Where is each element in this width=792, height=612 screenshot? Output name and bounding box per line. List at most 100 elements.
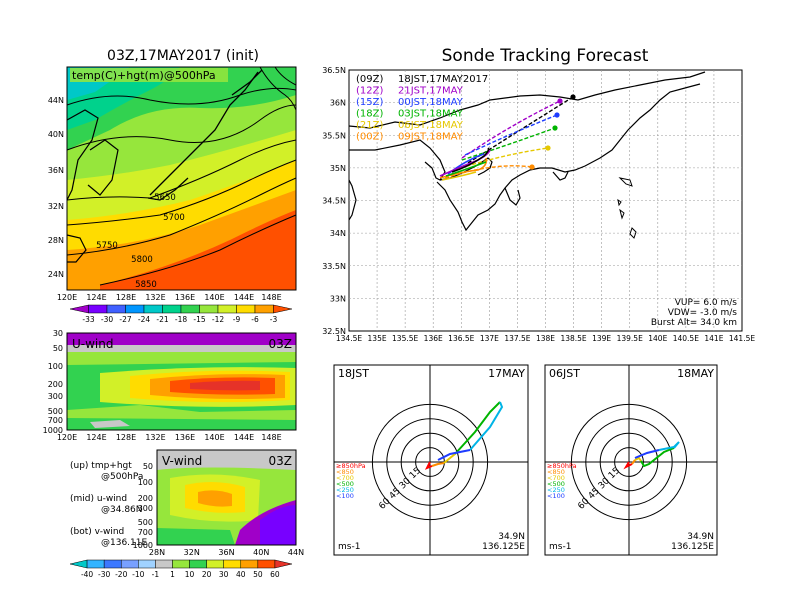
- lon-tick: 136E: [175, 433, 195, 442]
- colorbar-tick: 10: [185, 570, 195, 579]
- tracking-lat-ticks: 36.5N 36N 35.5N 35N 34.5N 34N 33.5N 33N 32.5N: [322, 66, 346, 336]
- lon-tick: 124E: [86, 293, 106, 302]
- hodo-unit: ms-1: [549, 542, 571, 552]
- contour-label: 5750: [96, 241, 118, 251]
- colorbar-cell: [69, 559, 88, 569]
- colorbar-cell: [223, 559, 242, 569]
- hodograph-frame: [544, 364, 718, 556]
- lon-tick: 141.5E: [729, 334, 755, 343]
- pressure-tick: 200: [138, 494, 153, 503]
- pressure-tick: 1000: [43, 426, 63, 435]
- hodograph-trace: [431, 462, 445, 467]
- colorbar-cell: [106, 304, 126, 314]
- contour-label: 5800: [131, 255, 153, 265]
- pressure-tick: 200: [48, 380, 63, 389]
- lon-tick: 136E: [424, 334, 443, 343]
- colorbar-cell: [155, 559, 173, 569]
- colorbar-cell: [143, 304, 163, 314]
- colorbar-cell: [172, 559, 190, 569]
- tracking-legend: (09Z) 18JST,17MAY2017 (12Z) 21JST,17MAY (15Z…: [356, 74, 488, 143]
- pressure-tick: 50: [143, 462, 153, 471]
- left-map-title: 03Z,17MAY2017 (init): [107, 48, 259, 64]
- hodograph-trace: [631, 459, 636, 465]
- lon-tick: 136.5E: [448, 334, 474, 343]
- colorbar-cell: [206, 559, 224, 569]
- hodo-lat: 34.9N: [498, 532, 525, 542]
- hodograph-frame: [333, 364, 529, 556]
- pressure-tick: 500: [48, 407, 63, 416]
- legend-text: 03JST,18MAY: [398, 109, 464, 120]
- lon-tick: 128E: [116, 293, 136, 302]
- lat-tick: 36N: [330, 99, 346, 108]
- hodograph-trace: [634, 456, 642, 462]
- uwind-panel: [66, 332, 297, 431]
- lon-tick: 141E: [704, 334, 723, 343]
- hodo-time: 18JST: [338, 367, 369, 380]
- pressure-tick: 50: [53, 344, 63, 353]
- colorbar-cell: [103, 559, 122, 569]
- pressure-tick: 100: [48, 362, 63, 371]
- colorbar-cell: [125, 304, 145, 314]
- colorbar-cell: [138, 559, 156, 569]
- lat-tick: 35.5N: [322, 131, 346, 140]
- lat-tick: 32N: [48, 202, 64, 211]
- colorbar-cell: [162, 304, 182, 314]
- lat-tick: 40N: [48, 130, 64, 139]
- legend-code: (12Z): [356, 86, 383, 97]
- pressure-tick: 1000: [133, 541, 153, 550]
- map-label: temp(C)+hgt(m)@500hPa: [72, 69, 216, 82]
- contour-labels: 5650 5700 5750 5800 5850: [96, 193, 185, 290]
- colorbar-tick: -12: [212, 315, 224, 324]
- lon-tick: 132E: [145, 433, 165, 442]
- temp-map-panel: [66, 66, 297, 291]
- legend-code: (15Z): [356, 97, 383, 108]
- lon-tick: 144E: [234, 433, 254, 442]
- colorbar-tick: -9: [233, 315, 241, 324]
- legend-text: 18JST,17MAY2017: [398, 74, 488, 85]
- left-lat-ticks: 44N 40N 36N 32N 28N 24N: [48, 96, 64, 279]
- legend-text: 06JST,18MAY: [398, 120, 464, 131]
- vwind-panel: [156, 449, 297, 546]
- lon-tick: 135E: [368, 334, 387, 343]
- hodo-legend-item: <700: [547, 474, 565, 482]
- colorbar-tick: -21: [156, 315, 168, 324]
- tracking-title: Sonde Tracking Forecast: [442, 46, 649, 66]
- lon-tick: 140.5E: [673, 334, 699, 343]
- tracking-map: [348, 69, 743, 332]
- pressure-tick: 700: [48, 416, 63, 425]
- colorbar-tick: -27: [119, 315, 131, 324]
- colorbar-tick: -1: [152, 570, 160, 579]
- hodo-legend-item: <850: [336, 468, 354, 476]
- lon-tick: 138.5E: [560, 334, 586, 343]
- lat-tick: 44N: [288, 548, 304, 557]
- uwind-time: 03Z: [269, 337, 293, 351]
- hodograph-trace: [443, 453, 456, 464]
- lat-tick: 36.5N: [322, 66, 346, 75]
- lat-tick: 34.5N: [322, 197, 346, 206]
- param-line: VUP= 6.0 m/s: [675, 298, 738, 308]
- colorbar-cell: [189, 559, 207, 569]
- hodograph-trace: [640, 447, 675, 468]
- colorbar-cell: [180, 304, 200, 314]
- colorbar-tick: 20: [202, 570, 212, 579]
- lat-tick: 32N: [184, 548, 200, 557]
- lon-tick: 137E: [480, 334, 499, 343]
- contour-label: 5850: [135, 280, 157, 290]
- colorbar-tick: -20: [115, 570, 127, 579]
- colorbar-cell: [120, 559, 139, 569]
- lon-tick: 139.5E: [617, 334, 643, 343]
- colorbar-cell: [254, 304, 274, 314]
- lon-tick: 144E: [234, 293, 254, 302]
- lat-tick: 40N: [253, 548, 269, 557]
- colorbar-tick: 40: [236, 570, 246, 579]
- hodo-date: 18MAY: [677, 367, 714, 380]
- hodo-date: 17MAY: [488, 367, 525, 380]
- hodo-legend-item: <700: [336, 474, 354, 482]
- lon-tick: 137.5E: [504, 334, 530, 343]
- hodo-lat: 34.9N: [687, 532, 714, 542]
- lat-tick: 28N: [149, 548, 165, 557]
- hodograph-trace: [634, 449, 660, 459]
